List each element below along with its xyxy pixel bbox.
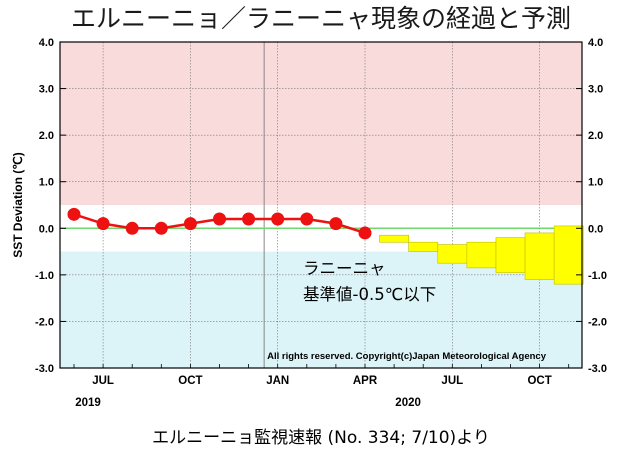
y-tick-label-right: -2.0 bbox=[588, 316, 607, 328]
x-tick-label: JUL bbox=[441, 375, 463, 387]
forecast-box bbox=[466, 241, 497, 269]
forecast-box bbox=[379, 234, 409, 243]
y-tick-label-right: -3.0 bbox=[588, 363, 607, 375]
y-tick-label-right: 0.0 bbox=[588, 223, 603, 235]
observed-point bbox=[271, 212, 285, 226]
x-tick-label: APR bbox=[353, 375, 378, 387]
observed-point bbox=[242, 212, 256, 226]
y-tick-label-left: 0.0 bbox=[39, 223, 54, 235]
y-tick-label-right: 4.0 bbox=[588, 37, 603, 49]
forecast-box bbox=[553, 225, 584, 285]
plot-frame bbox=[59, 41, 583, 369]
observed-point bbox=[213, 212, 226, 226]
observed-point bbox=[300, 212, 314, 226]
x-tick-label: OCT bbox=[527, 375, 551, 387]
y-tick-label-left: 4.0 bbox=[39, 37, 54, 49]
year-label: 2019 bbox=[75, 397, 101, 409]
forecast-box bbox=[437, 244, 468, 264]
copyright-text: All rights reserved. Copyright(c)Japan M… bbox=[267, 351, 547, 362]
y-tick-label-left: 1.0 bbox=[39, 177, 54, 189]
observed-point bbox=[67, 207, 81, 221]
x-tick-label: OCT bbox=[178, 375, 202, 387]
lanina-annotation-line2: 基準値-0.5℃以下 bbox=[303, 285, 436, 304]
forecast-box bbox=[524, 232, 555, 280]
y-tick-label-left: -1.0 bbox=[35, 270, 54, 282]
forecast-box bbox=[408, 241, 439, 252]
lanina-band bbox=[60, 251, 582, 368]
y-tick-label-left: 3.0 bbox=[39, 84, 54, 96]
y-tick-label-right: 3.0 bbox=[588, 84, 603, 96]
forecast-box bbox=[495, 237, 526, 273]
observed-point bbox=[329, 217, 343, 231]
y-tick-label-right: -1.0 bbox=[588, 270, 607, 282]
observed-point bbox=[358, 226, 372, 240]
y-tick-label-left: 2.0 bbox=[39, 130, 54, 142]
y-tick-label-right: 1.0 bbox=[588, 177, 603, 189]
y-axis-title: SST Deviation (℃) bbox=[11, 152, 25, 258]
observed-point bbox=[183, 217, 197, 231]
caption: エルニーニョ監視速報 (No. 334; 7/10)より bbox=[152, 428, 490, 448]
y-tick-label-right: 2.0 bbox=[588, 130, 603, 142]
x-tick-label: JAN bbox=[266, 375, 289, 387]
y-tick-label-left: -2.0 bbox=[35, 316, 54, 328]
x-tick-label: JUL bbox=[92, 375, 114, 387]
observed-point bbox=[154, 221, 168, 235]
lanina-annotation-line1: ラニーニャ bbox=[303, 259, 386, 278]
y-tick-label-left: -3.0 bbox=[35, 363, 54, 375]
year-label: 2020 bbox=[395, 397, 421, 409]
elnino-band bbox=[60, 42, 582, 205]
observed-point bbox=[125, 221, 139, 235]
chart-title: エルニーニョ／ラニーニャ現象の経過と予測 bbox=[71, 4, 571, 33]
observed-point bbox=[96, 217, 110, 231]
